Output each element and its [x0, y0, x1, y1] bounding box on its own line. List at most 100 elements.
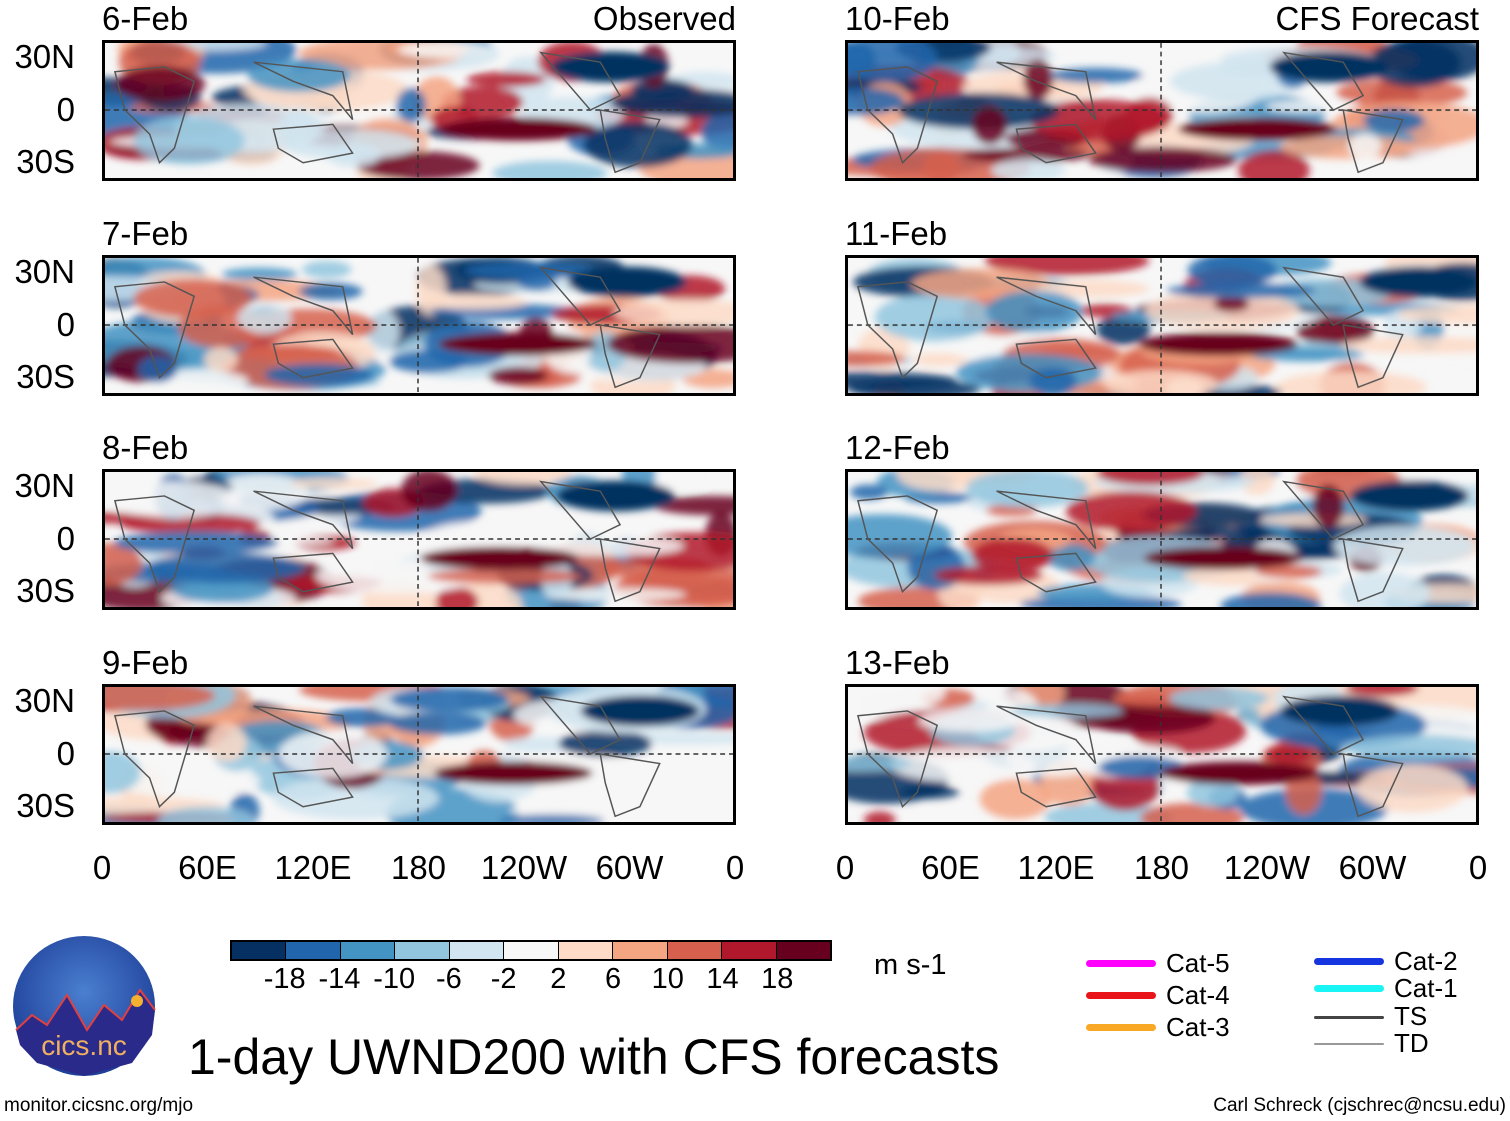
- wind-anomaly-blob: [1333, 525, 1476, 566]
- wind-anomaly-blob: [105, 542, 143, 585]
- wind-anomaly-blob: [488, 367, 548, 385]
- wind-anomaly-blob: [438, 332, 597, 356]
- wind-anomaly-blob: [1178, 117, 1337, 141]
- lat-label: 30N: [14, 467, 75, 504]
- wind-anomaly-blob: [848, 87, 905, 116]
- wind-anomaly-blob: [955, 353, 1103, 393]
- wind-anomaly-blob: [1363, 109, 1425, 133]
- lon-label: 60E: [921, 849, 980, 886]
- wind-anomaly-blob: [510, 803, 637, 818]
- wind-anomaly-blob: [389, 711, 487, 735]
- lon-label: 180: [390, 849, 447, 886]
- cicsnc-logo: cics.nc: [12, 935, 157, 1077]
- wind-anomaly-blob: [607, 325, 733, 364]
- wind-anomaly-blob: [1368, 43, 1462, 88]
- coastline: [856, 480, 1404, 603]
- observed-label: Observed: [592, 0, 736, 37]
- wind-anomaly-blob: [849, 484, 888, 500]
- lat-label: 30N: [14, 38, 75, 75]
- lat-label: 0: [56, 735, 75, 772]
- lat-label: 30S: [16, 358, 75, 395]
- wind-anomaly-blob: [1340, 336, 1476, 354]
- colorbar-swatch: [286, 942, 341, 959]
- wind-anomaly-blob: [299, 282, 363, 301]
- lon-label: 120E: [274, 849, 352, 886]
- legend-line-td: [1314, 1043, 1384, 1045]
- colorbar-swatch: [558, 942, 614, 959]
- lat-label: 30N: [14, 682, 75, 719]
- wind-anomaly-blob: [899, 785, 959, 800]
- wind-anomaly-blob: [1143, 546, 1303, 570]
- wind-anomaly-blob: [962, 147, 1090, 163]
- wind-anomaly-blob: [157, 806, 255, 822]
- lon-label: 180: [1133, 849, 1190, 886]
- legend-line-cat-2: [1314, 958, 1384, 965]
- wind-anomaly-blob: [499, 814, 605, 822]
- wind-anomaly-blob: [1339, 572, 1431, 607]
- figure-title: 1-day UWND200 with CFS forecasts: [188, 1029, 1000, 1085]
- wind-anomaly-blob: [247, 59, 351, 92]
- legend-label: Cat-2: [1394, 946, 1458, 976]
- wind-anomaly-blob: [1065, 491, 1197, 532]
- wind-anomaly-blob: [922, 152, 960, 178]
- wind-anomaly-blob: [991, 158, 1065, 178]
- panel-date: 9-Feb: [102, 644, 189, 681]
- wind-anomaly-blob: [971, 538, 1054, 573]
- wind-anomaly-blob: [1023, 59, 1054, 100]
- coastline: [856, 51, 1404, 174]
- lon-label: 120W: [1223, 849, 1311, 886]
- wind-anomaly-blob: [848, 687, 946, 710]
- panel-date: 10-Feb: [845, 0, 950, 37]
- colorbar-swatch: [613, 942, 668, 959]
- lat-label: 30S: [16, 143, 75, 180]
- wind-anomaly-blob: [1168, 687, 1268, 710]
- wind-anomaly-blob: [434, 761, 593, 785]
- wind-anomaly-blob: [567, 266, 687, 298]
- wind-anomaly-blob: [1312, 484, 1345, 529]
- wind-anomaly-blob: [530, 535, 684, 557]
- coastline: [856, 695, 1404, 818]
- coastline: [113, 695, 661, 818]
- wind-anomaly-blob: [1336, 78, 1468, 108]
- wind-anomaly-blob: [580, 695, 700, 727]
- colorbar-swatch: [722, 942, 777, 959]
- colorbar-swatch: [667, 942, 723, 959]
- wind-anomaly-blob: [1220, 592, 1322, 607]
- wind-anomaly-blob: [137, 355, 178, 383]
- colorbar-swatch: [504, 942, 559, 959]
- wind-anomaly-blob: [438, 117, 598, 141]
- wind-anomaly-blob: [1255, 564, 1323, 579]
- panel-date: 8-Feb: [102, 429, 189, 466]
- wind-anomaly-blob: [280, 108, 318, 145]
- colorbar-swatch: [776, 942, 830, 959]
- lon-label: 0: [92, 849, 112, 886]
- lon-label: 0: [725, 849, 745, 886]
- wind-anomaly-blob: [979, 778, 1052, 820]
- wind-anomaly-blob: [420, 546, 579, 570]
- colorbar-swatch: [232, 942, 287, 959]
- uwnd-map: [102, 469, 736, 610]
- wind-anomaly-blob: [1145, 291, 1300, 330]
- uwnd-map: [845, 684, 1479, 825]
- footer-url[interactable]: monitor.cicsnc.org/mjo: [4, 1095, 194, 1116]
- wind-anomaly-blob: [583, 121, 693, 168]
- lat-label: 30N: [14, 253, 75, 290]
- wind-anomaly-blob: [1280, 695, 1400, 727]
- wind-anomaly-blob: [133, 116, 245, 165]
- forecast-label: CFS Forecast: [1275, 0, 1479, 37]
- wind-anomaly-blob: [912, 352, 968, 367]
- colorbar-tick-label: 10: [651, 963, 684, 995]
- wind-anomaly-blob: [1396, 304, 1476, 325]
- colorbar-swatch: [340, 942, 396, 959]
- wind-anomaly-blob: [113, 763, 261, 799]
- uwnd-map: [102, 255, 736, 396]
- wind-anomaly-blob: [434, 586, 479, 607]
- wind-anomaly-blob: [1238, 150, 1310, 178]
- wind-anomaly-blob: [863, 811, 896, 822]
- uwnd-map: [845, 469, 1479, 610]
- colorbar-tick-label: 18: [761, 963, 794, 995]
- lon-label: 60W: [1338, 849, 1407, 886]
- uwnd-map: [845, 255, 1479, 396]
- wind-anomaly-blob: [985, 504, 1038, 517]
- wind-anomaly-blob: [918, 709, 1022, 732]
